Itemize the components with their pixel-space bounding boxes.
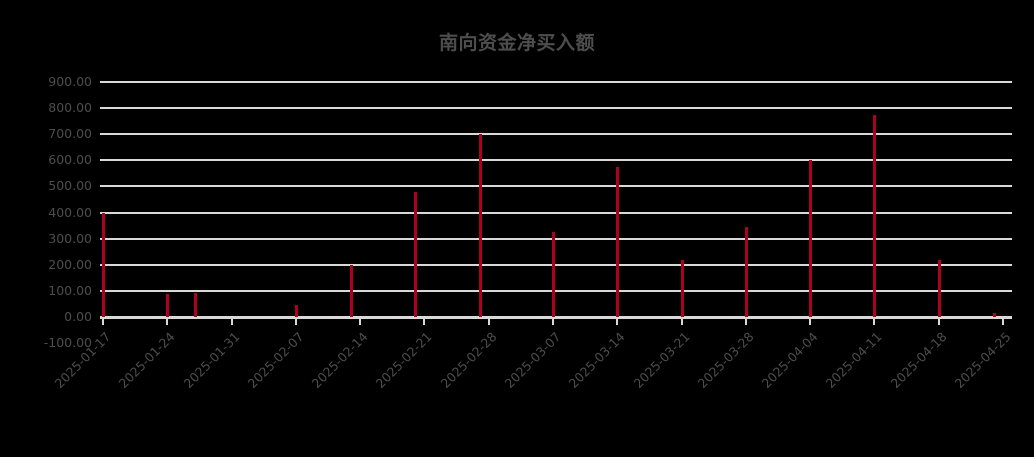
y-axis-tick-label: 900.00 <box>48 74 92 89</box>
y-axis-tick-label: 300.00 <box>48 230 92 246</box>
x-axis-tick-mark <box>873 318 876 325</box>
bar <box>680 260 684 317</box>
gridline <box>100 133 1012 136</box>
plot-area <box>100 81 1012 343</box>
bar <box>992 312 996 317</box>
y-axis-tick-label: -100.00 <box>43 335 92 350</box>
x-axis-tick-mark <box>294 318 297 325</box>
gridline <box>100 237 1012 240</box>
x-axis-tick-mark <box>487 318 490 325</box>
y-axis-tick-label: 800.00 <box>48 100 92 116</box>
bar <box>478 134 482 317</box>
y-axis-tick-label: 600.00 <box>48 152 92 168</box>
gridline <box>100 289 1012 292</box>
bar <box>744 226 748 317</box>
gridline <box>100 263 1012 266</box>
y-axis-tick-label: 400.00 <box>48 204 92 220</box>
bar <box>166 293 170 317</box>
bar <box>414 191 418 317</box>
x-axis-baseline <box>100 315 1012 319</box>
y-axis-tick-label: 700.00 <box>48 126 92 142</box>
x-axis-tick-mark <box>552 318 554 325</box>
x-axis-tick-mark <box>230 318 233 325</box>
x-axis-tick-mark <box>166 318 169 325</box>
x-axis-tick-mark <box>359 318 362 325</box>
bar <box>809 160 813 317</box>
x-axis-tick-mark <box>809 318 812 325</box>
bar <box>102 212 105 317</box>
bar <box>616 166 620 317</box>
bar <box>349 264 353 317</box>
bar <box>294 305 298 317</box>
y-axis-tick-label: 500.00 <box>48 178 92 194</box>
gridline <box>100 107 1012 110</box>
x-axis-tick-mark <box>423 318 426 325</box>
bar <box>193 292 197 317</box>
bar <box>937 260 941 317</box>
gridline <box>100 185 1012 188</box>
x-axis-tick-mark <box>1002 318 1004 325</box>
y-axis-tick-label: 0.00 <box>64 308 92 324</box>
gridline <box>100 211 1012 214</box>
gridline <box>100 159 1012 162</box>
bar <box>552 232 555 317</box>
x-axis-tick-mark <box>616 318 619 325</box>
x-axis-tick-mark <box>744 318 747 325</box>
x-axis-tick-mark <box>680 318 683 325</box>
x-axis-tick-mark <box>102 318 104 325</box>
y-axis-tick-label: 200.00 <box>48 256 92 272</box>
bar <box>873 114 877 317</box>
chart-title: 南向资金净买入额 <box>438 32 595 54</box>
x-axis-tick-mark <box>937 318 940 325</box>
gridline <box>100 81 1012 83</box>
y-axis-tick-label: 100.00 <box>48 282 92 298</box>
